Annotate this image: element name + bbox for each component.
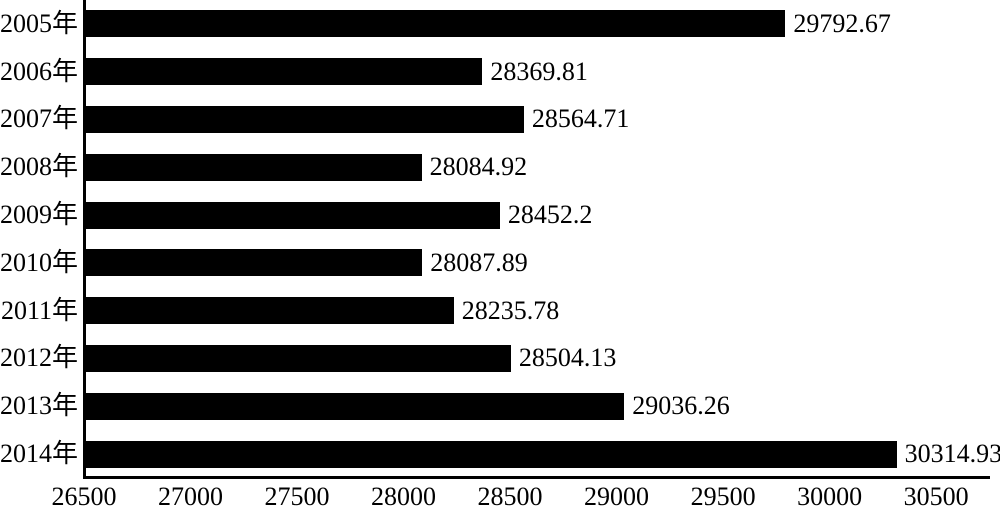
year-label: 2012年 — [0, 343, 79, 373]
year-label: 2007年 — [0, 104, 79, 134]
bar-track: 30314.93 — [84, 430, 1000, 478]
year-label: 2008年 — [0, 152, 79, 182]
year-label: 2011年 — [0, 295, 78, 325]
x-axis-line — [83, 476, 990, 479]
bar — [84, 105, 524, 133]
year-label: 2005年 — [0, 8, 79, 38]
bar-track: 28235.78 — [84, 287, 1000, 335]
value-label: 30314.93 — [904, 439, 1000, 469]
bar-track: 28504.13 — [84, 335, 1000, 383]
year-label: 2014年 — [0, 439, 79, 469]
value-label: 29792.67 — [793, 8, 891, 38]
bar-track: 28369.81 — [84, 48, 1000, 96]
bar-row: 2008年 28084.92 — [0, 143, 1000, 191]
bar — [84, 440, 897, 468]
bar-row: 2014年 30314.93 — [0, 430, 1000, 478]
bar-rows: 2005年 29792.67 2006年 28369.81 2007年 2856… — [0, 0, 1000, 478]
bar-row: 2012年 28504.13 — [0, 335, 1000, 383]
bar — [84, 201, 500, 229]
year-label: 2013年 — [0, 391, 79, 421]
bar — [84, 10, 786, 38]
x-tick-label: 29000 — [584, 482, 650, 511]
bar-track: 29036.26 — [84, 382, 1000, 430]
bar — [84, 297, 454, 325]
x-tick-label: 27500 — [264, 482, 330, 511]
value-label: 28235.78 — [461, 295, 560, 325]
x-tick-label: 28500 — [477, 482, 543, 511]
x-tick-label: 26500 — [51, 482, 117, 511]
bar-row: 2007年 28564.71 — [0, 96, 1000, 144]
x-tick-label: 29500 — [690, 482, 756, 511]
bar-track: 29792.67 — [84, 0, 1000, 48]
bar-track: 28087.89 — [84, 239, 1000, 287]
bar — [84, 249, 423, 277]
bar-row: 2013年 29036.26 — [0, 382, 1000, 430]
x-tick-label: 27000 — [158, 482, 223, 511]
value-label: 28369.81 — [490, 56, 588, 86]
value-label: 28452.2 — [507, 200, 593, 230]
bar — [84, 153, 422, 181]
bar-row: 2005年 29792.67 — [0, 0, 1000, 48]
x-tick-label: 28000 — [371, 482, 437, 511]
bar-row: 2011年 28235.78 — [0, 287, 1000, 335]
bar — [84, 58, 483, 86]
value-label: 28504.13 — [518, 343, 617, 373]
bar — [84, 344, 511, 372]
year-label: 2006年 — [0, 56, 79, 86]
year-label: 2010年 — [0, 247, 79, 277]
value-label: 28564.71 — [531, 104, 630, 134]
bar-track: 28084.92 — [84, 143, 1000, 191]
x-tick-label: 30000 — [797, 482, 863, 511]
bar-track: 28564.71 — [84, 96, 1000, 144]
value-label: 28087.89 — [430, 247, 528, 277]
x-tick-label: 30500 — [903, 482, 969, 511]
bar — [84, 392, 625, 420]
value-label: 29036.26 — [632, 391, 730, 421]
bar-row: 2009年 28452.2 — [0, 191, 1000, 239]
year-label: 2009年 — [0, 200, 79, 230]
bar-row: 2010年 28087.89 — [0, 239, 1000, 287]
value-label: 28084.92 — [429, 152, 528, 182]
x-axis-ticks: 26500 27000 27500 28000 28500 29000 29500 30000… — [52, 482, 1000, 517]
bar-track: 28452.2 — [84, 191, 1000, 239]
y-axis-line — [83, 0, 86, 478]
bar-row: 2006年 28369.81 — [0, 48, 1000, 96]
